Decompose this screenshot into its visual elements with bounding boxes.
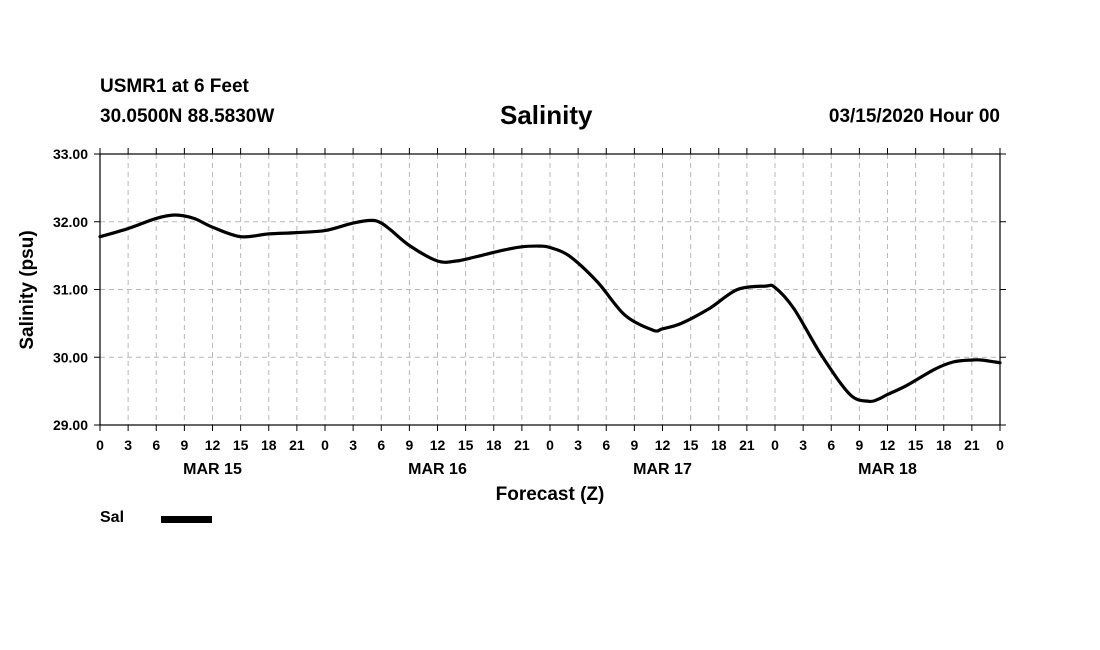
x-tick-label: 6 — [152, 437, 160, 453]
x-tick-label: 3 — [124, 437, 132, 453]
x-tick-label: 0 — [996, 437, 1004, 453]
x-tick-label: 18 — [936, 437, 952, 453]
x-tick-label: 0 — [321, 437, 329, 453]
x-tick-label: 12 — [205, 437, 221, 453]
series-line-sal — [98, 213, 1002, 404]
x-tick-label: 18 — [486, 437, 502, 453]
axis-labels: Salinity (psu) Forecast (Z) — [17, 230, 604, 505]
series-layer — [98, 213, 1002, 404]
x-tick-label: 21 — [514, 437, 530, 453]
axes: 29.00 30.00 31.00 32.00 33.00 0 3 6 9 12 15 18 21 0 3 6… — [53, 146, 1006, 478]
x-tick-label: 18 — [711, 437, 727, 453]
y-tick-label: 33.00 — [53, 146, 88, 162]
x-tick-label: 12 — [430, 437, 446, 453]
x-tick-label: 9 — [180, 437, 188, 453]
x-tick-label: 15 — [458, 437, 474, 453]
x-tick-label: 9 — [630, 437, 638, 453]
x-tick-label: 21 — [289, 437, 305, 453]
coordinates-label: 30.0500N 88.5830W — [100, 106, 275, 127]
x-tick-label: 0 — [546, 437, 554, 453]
x-tick-label: 9 — [405, 437, 413, 453]
x-tick-label: 6 — [377, 437, 385, 453]
x-tick-label: 15 — [908, 437, 924, 453]
y-tick-label: 31.00 — [53, 282, 88, 298]
x-tick-label: 12 — [880, 437, 896, 453]
date-label: MAR 16 — [408, 461, 467, 478]
x-tick-label: 3 — [349, 437, 357, 453]
x-tick-label: 3 — [574, 437, 582, 453]
x-tick-label: 0 — [771, 437, 779, 453]
x-tick-label: 15 — [683, 437, 699, 453]
x-tick-label: 21 — [739, 437, 755, 453]
grid-lines — [100, 154, 1000, 425]
legend-label: Sal — [100, 509, 125, 526]
chart-title: Salinity — [500, 100, 593, 130]
y-tick-label: 32.00 — [53, 214, 88, 230]
y-axis-label: Salinity (psu) — [17, 230, 38, 349]
forecast-timestamp: 03/15/2020 Hour 00 — [828, 106, 1000, 127]
y-tick-label: 29.00 — [53, 417, 88, 433]
y-tick-label: 30.00 — [53, 349, 88, 365]
x-axis-label: Forecast (Z) — [496, 484, 605, 505]
date-label: MAR 15 — [183, 461, 242, 478]
x-tick-label: 9 — [855, 437, 863, 453]
x-tick-label: 12 — [655, 437, 671, 453]
date-label: MAR 18 — [858, 461, 917, 478]
date-label: MAR 17 — [633, 461, 692, 478]
x-tick-label: 3 — [799, 437, 807, 453]
x-tick-label: 6 — [602, 437, 610, 453]
x-tick-label: 21 — [964, 437, 980, 453]
x-tick-label: 18 — [261, 437, 277, 453]
station-label: USMR1 at 6 Feet — [100, 76, 249, 97]
x-tick-label: 0 — [96, 437, 104, 453]
legend-swatch — [161, 516, 212, 523]
x-tick-label: 15 — [233, 437, 249, 453]
plot-frame — [99, 153, 1001, 426]
x-tick-label: 6 — [827, 437, 835, 453]
